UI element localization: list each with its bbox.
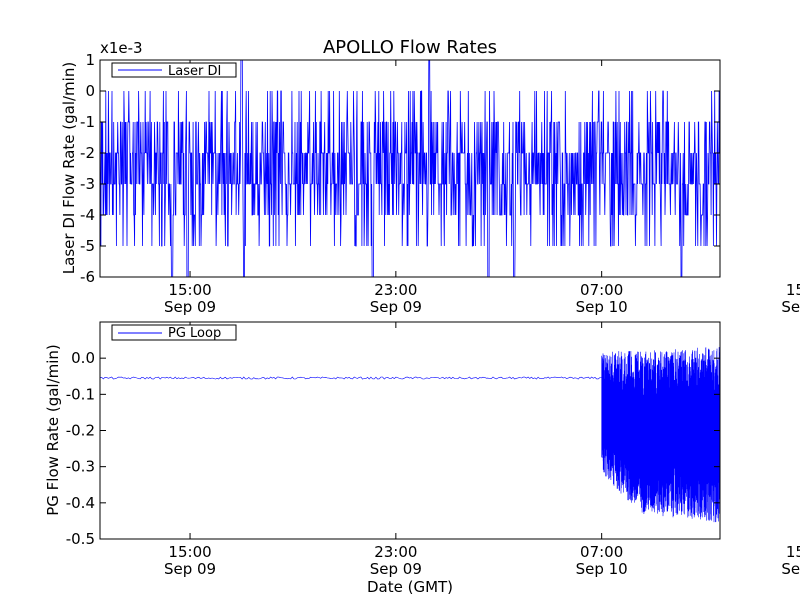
top-xtick-time: 23:00 bbox=[374, 281, 417, 299]
bottom-xtick-time: 07:00 bbox=[580, 543, 623, 561]
plot-area-bottom bbox=[99, 347, 721, 523]
top-xtick-date: Sep 10 bbox=[576, 298, 628, 316]
y-ticks-top: 1 0 -1 -2 -3 -4 -5 -6 bbox=[80, 51, 720, 286]
bottom-xtick-time: 15:00 bbox=[168, 543, 211, 561]
bottom-ytick-label: 0.0 bbox=[71, 349, 95, 367]
bottom-xtick-date: Sep 10 bbox=[576, 560, 628, 578]
top-ytick-label: -6 bbox=[80, 268, 95, 286]
bottom-xtick-date: Sep 10 bbox=[781, 560, 800, 578]
series-line-laser-di bbox=[99, 59, 720, 278]
top-ytick-label: -4 bbox=[80, 206, 95, 224]
top-xtick-date: Sep 09 bbox=[370, 298, 422, 316]
axes-frame-top bbox=[99, 59, 721, 278]
top-ytick-label: 0 bbox=[85, 82, 95, 100]
bottom-ytick-label: -0.5 bbox=[66, 530, 95, 548]
legend-bottom: PG Loop bbox=[111, 324, 237, 341]
series-line-pg-loop bbox=[99, 347, 721, 523]
top-xtick-date: Sep 10 bbox=[781, 298, 800, 316]
scale-factor-label: x1e-3 bbox=[100, 39, 143, 57]
top-xtick-date: Sep 09 bbox=[164, 298, 216, 316]
top-ytick-label: -3 bbox=[80, 175, 95, 193]
top-ytick-label: -2 bbox=[80, 144, 95, 162]
top-xtick-time: 07:00 bbox=[580, 281, 623, 299]
y-axis-label-bottom: PG Flow Rate (gal/min) bbox=[44, 344, 62, 516]
top-ytick-label: -5 bbox=[80, 237, 95, 255]
chart-title: APOLLO Flow Rates bbox=[323, 37, 497, 58]
axes-frame-bottom bbox=[99, 321, 721, 540]
legend-top: Laser DI bbox=[111, 62, 237, 79]
x-axis-label: Date (GMT) bbox=[367, 578, 453, 596]
bottom-xtick-date: Sep 09 bbox=[370, 560, 422, 578]
bottom-ytick-label: -0.1 bbox=[66, 385, 95, 403]
bottom-xtick-time: 23:00 bbox=[374, 543, 417, 561]
legend-label-pg-loop: PG Loop bbox=[168, 326, 221, 341]
top-xtick-time: 15:00 bbox=[786, 281, 800, 299]
legend-box-top bbox=[111, 62, 237, 78]
bottom-ytick-label: -0.3 bbox=[66, 458, 95, 476]
legend-label-laser-di: Laser DI bbox=[168, 64, 221, 79]
bottom-xtick-date: Sep 09 bbox=[164, 560, 216, 578]
panel-laser-di: APOLLO Flow Rates x1e-3 Laser DI Flow Ra… bbox=[60, 37, 800, 316]
y-axis-label-top: Laser DI Flow Rate (gal/min) bbox=[60, 62, 78, 274]
plot-area-top bbox=[99, 59, 720, 278]
legend-box-bottom bbox=[111, 324, 237, 341]
panel-pg-loop: PG Flow Rate (gal/min) Date (GMT) 0.0 -0.… bbox=[44, 321, 800, 596]
top-ytick-label: -1 bbox=[80, 113, 95, 131]
y-ticks-bottom: 0.0 -0.1 -0.2 -0.3 -0.4 -0.5 bbox=[66, 349, 720, 548]
bottom-xtick-time: 15:00 bbox=[786, 543, 800, 561]
bottom-ytick-label: -0.2 bbox=[66, 422, 95, 440]
top-ytick-label: 1 bbox=[85, 51, 95, 69]
top-xtick-time: 15:00 bbox=[168, 281, 211, 299]
bottom-ytick-label: -0.4 bbox=[66, 494, 95, 512]
